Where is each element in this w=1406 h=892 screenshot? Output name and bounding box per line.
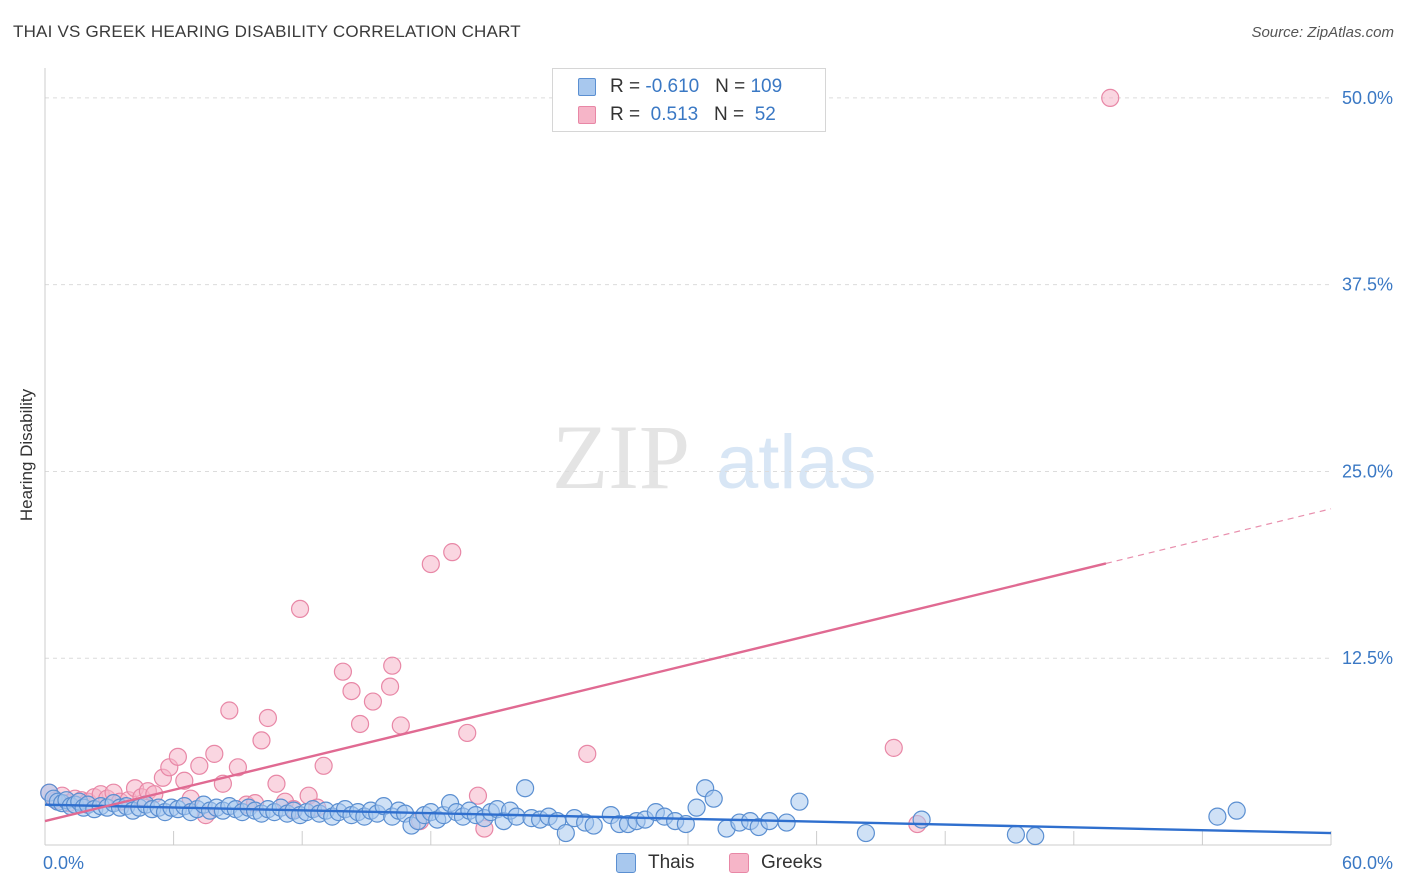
greek-point [1101,88,1120,107]
thai-point [507,807,526,826]
greek-point [380,677,400,696]
source-credit: Source: ZipAtlas.com [1251,24,1394,41]
thai-point [912,810,931,829]
legend-row-greeks: R = 0.513 N = 52 [553,101,825,129]
greek-point [443,543,462,562]
legend-swatch-greeks [578,106,596,124]
r-value-greeks: 0.513 [645,104,699,125]
thai-point [777,813,796,832]
r-label: R = [610,76,646,97]
legend-swatch-thais [616,853,636,873]
greek-point [168,747,187,766]
greek-point [391,716,410,735]
x-tick-label: 0.0% [43,853,84,873]
greek-trend-line-extension [1105,508,1332,565]
greek-point [342,681,361,701]
thai-point [556,823,575,843]
greek-point [267,774,286,793]
greek-point [458,723,477,743]
legend-text-thais: R = -0.610 N = 109 [610,76,782,98]
thai-point [704,789,723,808]
thai-point [1006,825,1026,844]
greek-point [884,738,903,757]
thai-point [790,792,809,811]
thai-point [687,798,706,817]
greek-point [190,756,209,775]
y-tick-label: 25.0% [1342,461,1393,481]
y-tick-label: 37.5% [1342,275,1393,295]
greek-point [290,599,310,619]
greek-point [578,744,597,763]
watermark-atlas: atlas [716,420,877,505]
trend-lines [44,508,1332,835]
y-tick-label: 50.0% [1342,88,1393,108]
legend-row-thais: R = -0.610 N = 109 [553,73,825,101]
legend-label-greeks: Greeks [761,852,823,873]
thai-point [584,816,603,835]
thai-trend-line [44,803,1332,835]
x-tick-label: 60.0% [1342,853,1393,873]
greek-point [258,708,278,728]
greek-point [205,744,224,763]
thai-point [516,779,535,798]
n-value-greeks: 52 [749,104,776,125]
n-label: N = [714,104,750,125]
greek-point [228,758,247,777]
greek-point [252,731,271,750]
legend-label-thais: Thais [648,852,695,873]
watermark-zip: ZIP [552,406,690,508]
r-label: R = [610,104,646,125]
greek-point [220,701,239,720]
thai-point [856,823,875,843]
thai-point [1026,826,1045,846]
y-tick-label: 12.5% [1342,648,1393,668]
tick-labels: 12.5% 25.0% 37.5% 50.0% 0.0% 60.0% [43,88,1393,873]
n-value-thais: 109 [750,76,783,97]
chart-title: THAI VS GREEK HEARING DISABILITY CORRELA… [13,22,521,41]
greek-point [314,756,333,775]
greek-point [363,692,383,711]
greek-point [333,662,353,681]
legend-text-greeks: R = 0.513 N = 52 [610,104,776,126]
thai-point [1227,801,1246,820]
n-label: N = [715,76,751,97]
greek-point [350,714,370,734]
thai-point [1208,807,1227,826]
greek-point [421,554,440,574]
legend-swatch-thais [578,78,596,96]
stats-legend: R = -0.610 N = 109 R = 0.513 N = 52 [552,68,826,132]
r-value-thais: -0.610 [645,76,700,97]
gridlines [45,97,1331,659]
greek-trend-line [44,562,1107,823]
greek-point [468,786,488,805]
greek-point [383,656,402,675]
legend-swatch-greeks [729,853,749,873]
